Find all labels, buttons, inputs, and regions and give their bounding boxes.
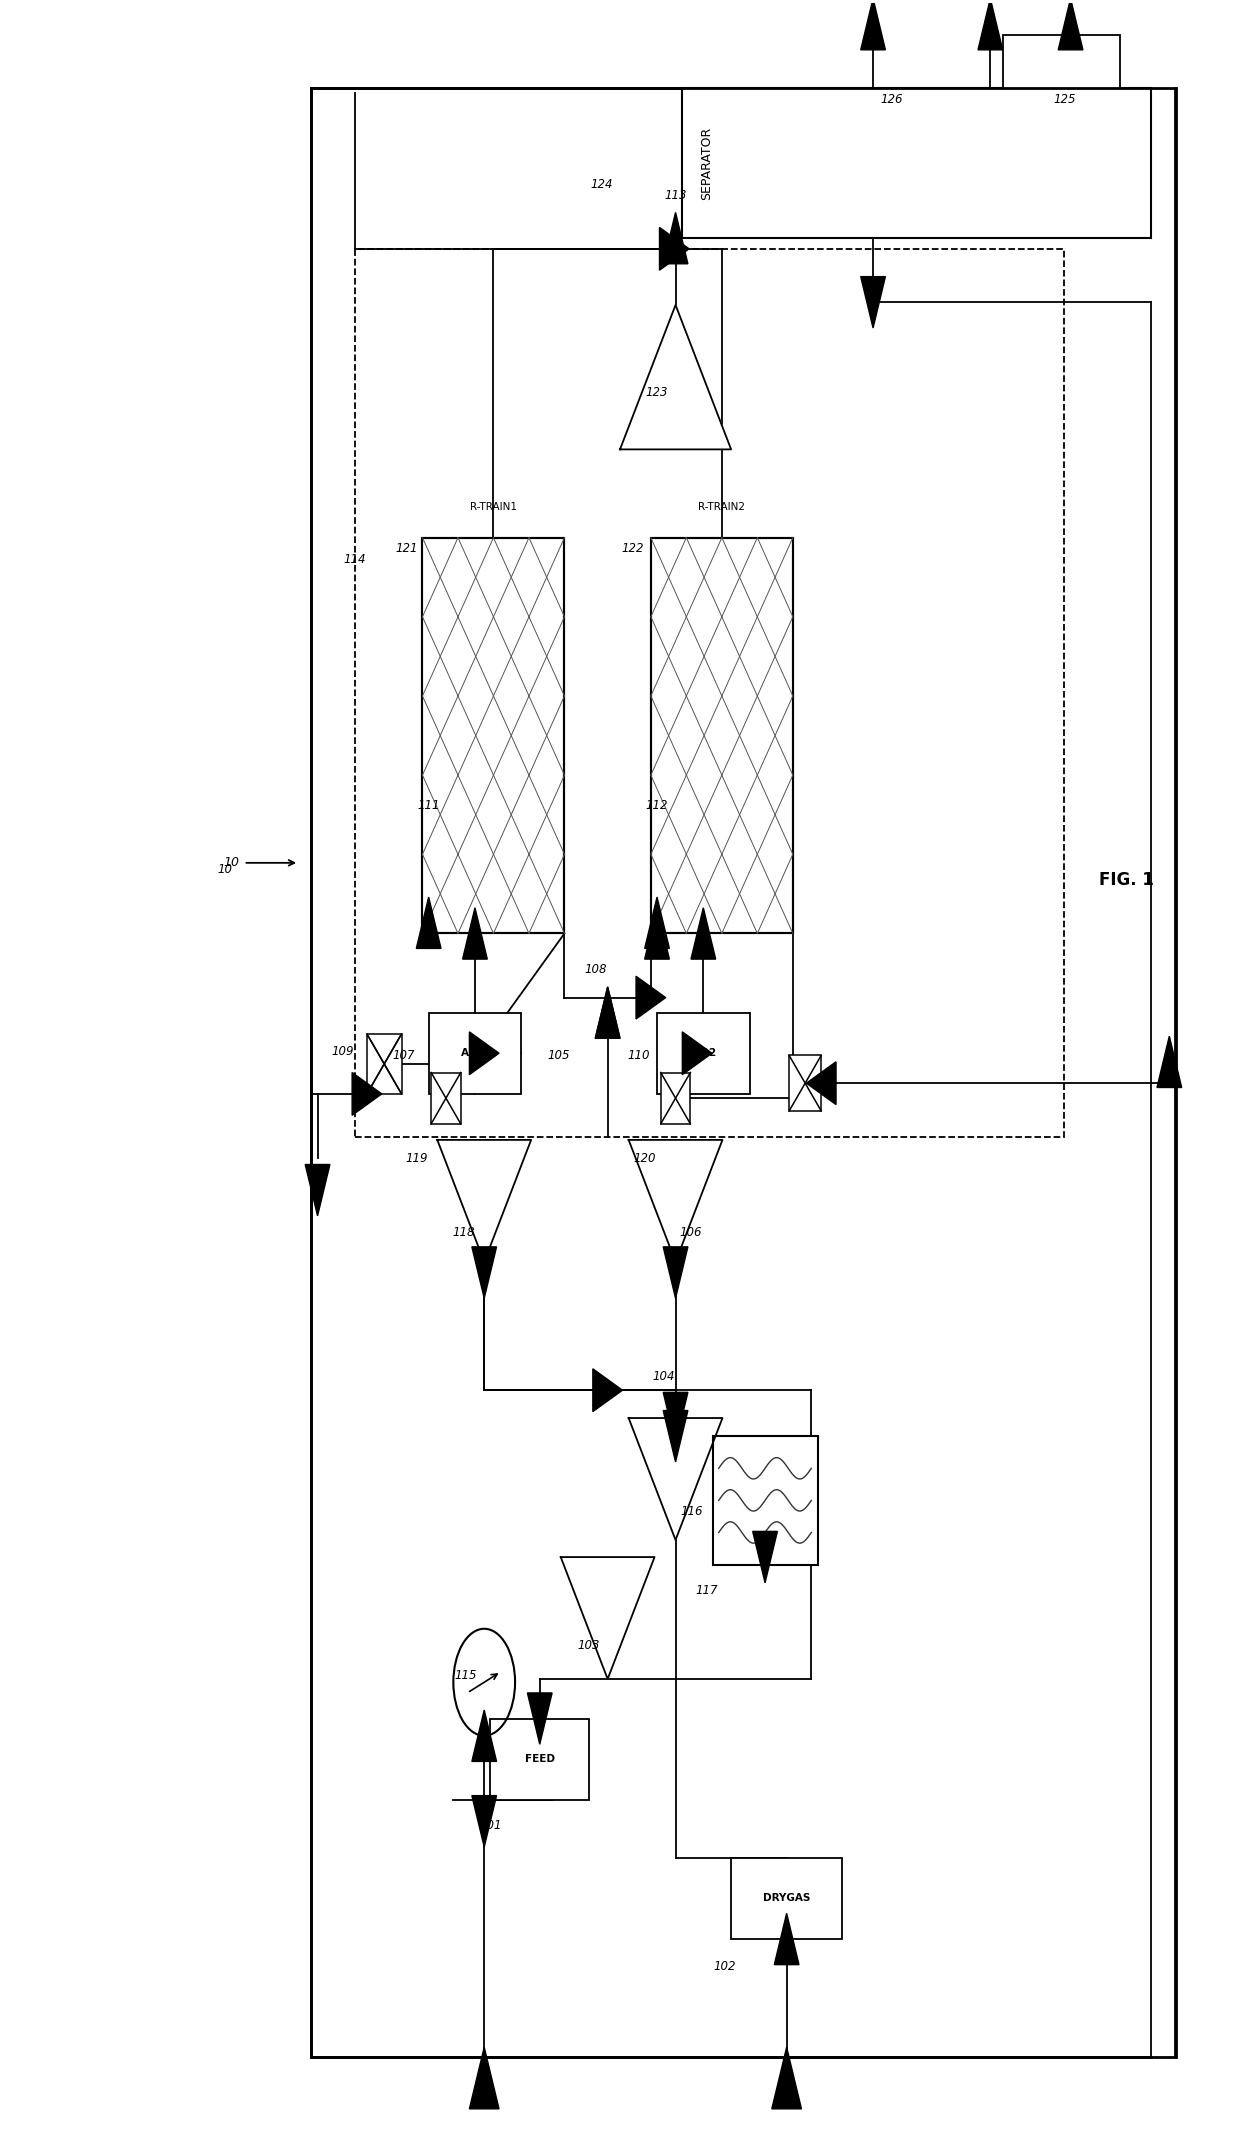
Text: SEPARATOR: SEPARATOR bbox=[701, 127, 713, 199]
Bar bbox=[1003, 34, 1120, 88]
Text: 10: 10 bbox=[223, 856, 239, 869]
Polygon shape bbox=[629, 1139, 723, 1261]
Bar bbox=[490, 1718, 589, 1800]
Text: 117: 117 bbox=[696, 1583, 718, 1596]
Text: 112: 112 bbox=[646, 798, 668, 811]
Polygon shape bbox=[861, 277, 885, 328]
Text: 108: 108 bbox=[584, 963, 606, 976]
Polygon shape bbox=[663, 1246, 688, 1298]
Text: R-TRAIN1: R-TRAIN1 bbox=[470, 502, 517, 513]
Bar bbox=[682, 88, 1151, 238]
Bar bbox=[367, 1034, 402, 1094]
Text: AIR2: AIR2 bbox=[689, 1049, 717, 1057]
Polygon shape bbox=[472, 1246, 496, 1298]
Text: 115: 115 bbox=[454, 1669, 477, 1682]
Text: 122: 122 bbox=[621, 543, 644, 556]
Text: 109: 109 bbox=[331, 1045, 353, 1057]
Bar bbox=[657, 1012, 750, 1094]
Polygon shape bbox=[595, 987, 620, 1038]
Bar bbox=[368, 1036, 401, 1092]
Polygon shape bbox=[806, 1062, 836, 1105]
Text: FEED: FEED bbox=[525, 1755, 554, 1763]
Bar bbox=[789, 1055, 821, 1111]
Polygon shape bbox=[417, 897, 441, 948]
Polygon shape bbox=[1058, 0, 1083, 49]
Polygon shape bbox=[438, 1139, 531, 1261]
Polygon shape bbox=[774, 1913, 799, 1965]
Polygon shape bbox=[660, 227, 689, 270]
Polygon shape bbox=[645, 897, 670, 948]
Bar bbox=[651, 538, 792, 933]
Polygon shape bbox=[472, 1795, 496, 1847]
Polygon shape bbox=[560, 1557, 655, 1680]
Polygon shape bbox=[663, 1411, 688, 1463]
Polygon shape bbox=[620, 305, 732, 450]
Text: 120: 120 bbox=[634, 1152, 656, 1165]
Bar bbox=[429, 1012, 521, 1094]
Text: R-TRAIN2: R-TRAIN2 bbox=[698, 502, 745, 513]
Bar bbox=[311, 88, 1176, 2057]
Bar bbox=[661, 1072, 691, 1124]
Polygon shape bbox=[663, 1392, 688, 1444]
Polygon shape bbox=[305, 1165, 330, 1216]
Text: FIG. 1: FIG. 1 bbox=[1099, 871, 1153, 888]
Polygon shape bbox=[691, 907, 715, 959]
Polygon shape bbox=[470, 1032, 498, 1075]
Bar bbox=[432, 1072, 461, 1124]
Polygon shape bbox=[472, 1710, 496, 1761]
Text: 102: 102 bbox=[714, 1961, 737, 1973]
Text: 107: 107 bbox=[393, 1049, 415, 1062]
Polygon shape bbox=[595, 987, 620, 1038]
Bar bbox=[423, 538, 564, 933]
Text: 124: 124 bbox=[590, 178, 613, 191]
Polygon shape bbox=[527, 1692, 552, 1744]
Polygon shape bbox=[861, 0, 885, 49]
Polygon shape bbox=[1157, 1036, 1182, 1088]
Polygon shape bbox=[978, 0, 1003, 49]
Text: 10: 10 bbox=[217, 862, 232, 875]
Text: 116: 116 bbox=[681, 1504, 703, 1517]
Bar bbox=[651, 538, 792, 933]
Polygon shape bbox=[636, 976, 666, 1019]
Text: 103: 103 bbox=[578, 1639, 600, 1652]
Text: 113: 113 bbox=[665, 189, 687, 202]
Text: DRYGAS: DRYGAS bbox=[763, 1894, 810, 1903]
Text: 125: 125 bbox=[1053, 92, 1075, 105]
Bar bbox=[713, 1437, 817, 1564]
Text: 105: 105 bbox=[547, 1049, 569, 1062]
Text: 119: 119 bbox=[405, 1152, 428, 1165]
Text: 121: 121 bbox=[396, 543, 418, 556]
Bar bbox=[732, 1858, 842, 1939]
Polygon shape bbox=[753, 1532, 777, 1583]
Polygon shape bbox=[593, 1369, 622, 1411]
Text: 110: 110 bbox=[627, 1049, 650, 1062]
Text: 104: 104 bbox=[652, 1371, 675, 1384]
Text: 118: 118 bbox=[451, 1227, 475, 1240]
Polygon shape bbox=[463, 907, 487, 959]
Polygon shape bbox=[629, 1418, 723, 1540]
Text: 106: 106 bbox=[680, 1227, 702, 1240]
Text: 123: 123 bbox=[646, 386, 668, 399]
Polygon shape bbox=[352, 1072, 382, 1115]
Polygon shape bbox=[771, 2046, 801, 2109]
Text: 126: 126 bbox=[880, 92, 903, 105]
Text: 114: 114 bbox=[343, 553, 366, 566]
Text: AIR1: AIR1 bbox=[461, 1049, 489, 1057]
Polygon shape bbox=[682, 1032, 712, 1075]
Polygon shape bbox=[663, 212, 688, 264]
Polygon shape bbox=[470, 2046, 498, 2109]
Text: 101: 101 bbox=[479, 1819, 502, 1832]
Text: 111: 111 bbox=[418, 798, 440, 811]
Bar bbox=[423, 538, 564, 933]
Polygon shape bbox=[645, 907, 670, 959]
Bar bbox=[355, 249, 1064, 1137]
